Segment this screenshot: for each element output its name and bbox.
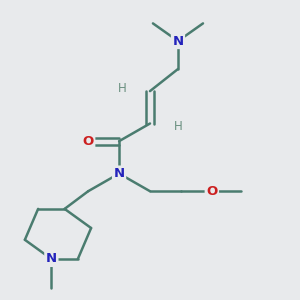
Text: N: N xyxy=(46,252,57,266)
Text: H: H xyxy=(118,82,126,95)
Text: O: O xyxy=(206,185,218,198)
Text: N: N xyxy=(113,167,124,180)
Text: H: H xyxy=(174,120,182,133)
Text: O: O xyxy=(82,135,94,148)
Text: N: N xyxy=(172,34,184,48)
